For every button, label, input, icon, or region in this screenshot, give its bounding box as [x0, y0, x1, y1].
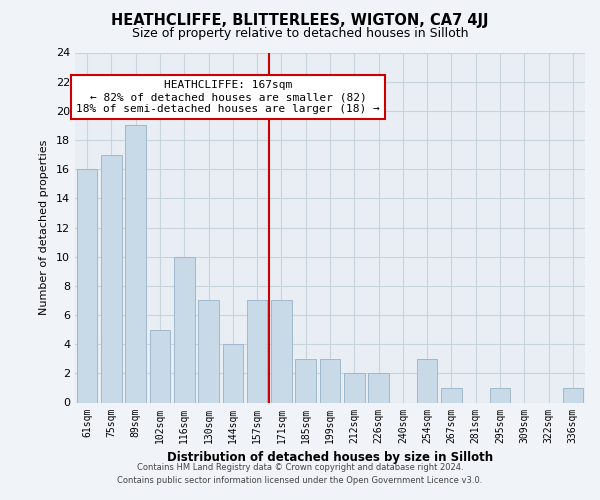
Bar: [490, 388, 511, 402]
Bar: [563, 388, 583, 402]
Bar: [417, 358, 437, 403]
Bar: [149, 330, 170, 402]
Bar: [441, 388, 462, 402]
Bar: [368, 374, 389, 402]
Bar: [223, 344, 243, 403]
Text: Contains HM Land Registry data © Crown copyright and database right 2024.
Contai: Contains HM Land Registry data © Crown c…: [118, 464, 482, 485]
Bar: [344, 374, 365, 402]
Bar: [271, 300, 292, 402]
Text: HEATHCLIFFE: 167sqm
← 82% of detached houses are smaller (82)
18% of semi-detach: HEATHCLIFFE: 167sqm ← 82% of detached ho…: [76, 80, 380, 114]
Text: Size of property relative to detached houses in Silloth: Size of property relative to detached ho…: [132, 28, 468, 40]
Text: HEATHCLIFFE, BLITTERLEES, WIGTON, CA7 4JJ: HEATHCLIFFE, BLITTERLEES, WIGTON, CA7 4J…: [111, 12, 489, 28]
Y-axis label: Number of detached properties: Number of detached properties: [39, 140, 49, 315]
Bar: [198, 300, 219, 402]
Bar: [77, 169, 97, 402]
Bar: [101, 154, 122, 402]
Bar: [174, 256, 194, 402]
Bar: [320, 358, 340, 403]
Bar: [295, 358, 316, 403]
X-axis label: Distribution of detached houses by size in Silloth: Distribution of detached houses by size …: [167, 451, 493, 464]
Bar: [125, 126, 146, 402]
Bar: [247, 300, 268, 402]
